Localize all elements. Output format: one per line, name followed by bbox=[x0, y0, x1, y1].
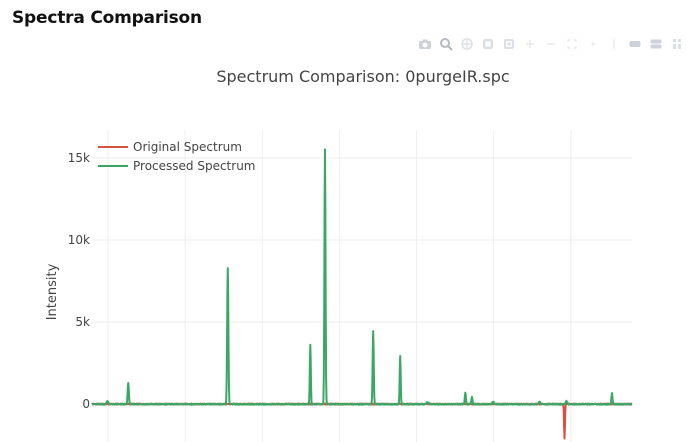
camera-icon[interactable] bbox=[418, 37, 432, 51]
chart-gridlines bbox=[92, 130, 632, 442]
zoom-icon[interactable] bbox=[439, 37, 453, 51]
zoom-in-icon[interactable] bbox=[523, 37, 537, 51]
reset-axes-icon[interactable] bbox=[586, 37, 600, 51]
hover-compare-icon[interactable] bbox=[649, 37, 663, 51]
y-tick-label: 15k bbox=[68, 151, 90, 165]
y-axis-title: Intensity bbox=[45, 263, 60, 320]
legend-label: Original Spectrum bbox=[133, 140, 242, 154]
box-select-icon[interactable] bbox=[481, 37, 495, 51]
legend-item[interactable]: Processed Spectrum bbox=[98, 159, 255, 173]
legend-item[interactable]: Original Spectrum bbox=[98, 140, 242, 154]
chart-title: Spectrum Comparison: 0purgeIR.spc bbox=[216, 67, 509, 86]
spike-lines-icon[interactable] bbox=[607, 37, 621, 51]
plotly-logo-icon[interactable] bbox=[670, 37, 684, 51]
y-tick-label: 10k bbox=[68, 233, 90, 247]
y-tick-label: 0 bbox=[82, 397, 90, 411]
legend-label: Processed Spectrum bbox=[133, 159, 255, 173]
series-line-processed[interactable] bbox=[91, 148, 633, 406]
autoscale-icon[interactable] bbox=[565, 37, 579, 51]
y-tick-label: 5k bbox=[75, 315, 90, 329]
hover-closest-icon[interactable] bbox=[628, 37, 642, 51]
chart-series bbox=[91, 148, 633, 440]
lasso-icon[interactable] bbox=[502, 37, 516, 51]
y-axis-ticks: 0 5k 10k 15k bbox=[68, 151, 90, 411]
page-title: Spectra Comparison bbox=[12, 8, 202, 28]
chart-legend[interactable]: Original Spectrum Processed Spectrum bbox=[98, 140, 255, 173]
series-line-original[interactable] bbox=[91, 402, 633, 440]
chart-modebar bbox=[418, 36, 684, 52]
zoom-out-icon[interactable] bbox=[544, 37, 558, 51]
pan-icon[interactable] bbox=[460, 37, 474, 51]
